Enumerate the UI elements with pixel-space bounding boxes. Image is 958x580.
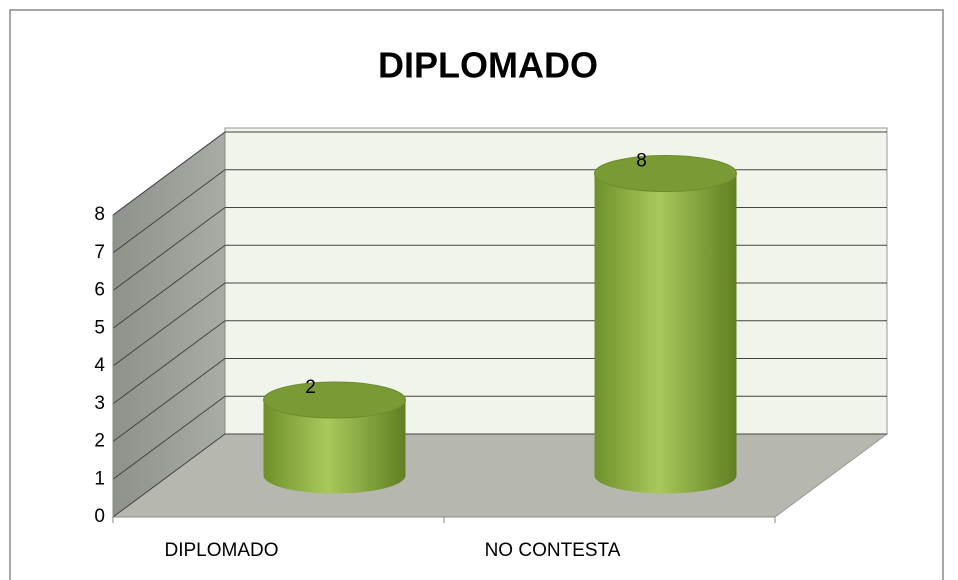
floor — [111, 433, 889, 518]
chart-title: DIPLOMADO — [378, 45, 598, 86]
y-tick-label: 3 — [94, 393, 105, 414]
grid-line — [112, 244, 226, 329]
grid-line — [112, 395, 226, 480]
frame — [9, 9, 944, 580]
x-tick-label: NO CONTESTA — [485, 540, 621, 561]
bar — [263, 400, 406, 494]
grid-line — [112, 320, 226, 405]
data-label: 8 — [636, 151, 647, 172]
grid-line — [112, 433, 226, 518]
x-tick-label: DIPLOMADO — [164, 540, 278, 561]
bar-top — [263, 381, 406, 419]
grid-line — [112, 207, 226, 291]
y-tick-label: 2 — [94, 431, 105, 452]
data-label: 2 — [305, 377, 316, 398]
grid-line — [112, 282, 226, 367]
bar — [594, 173, 737, 494]
grid-line — [112, 358, 226, 442]
bar-top — [594, 155, 737, 192]
y-tick-label: 0 — [94, 506, 105, 527]
y-tick-label: 1 — [94, 468, 105, 489]
y-tick-label: 5 — [94, 317, 105, 338]
grid-line — [112, 169, 226, 254]
y-tick-label: 6 — [94, 280, 105, 301]
grid-line — [112, 131, 226, 216]
y-tick-label: 8 — [94, 204, 105, 225]
y-tick-label: 7 — [94, 242, 105, 263]
y-tick-label: 4 — [94, 355, 105, 376]
